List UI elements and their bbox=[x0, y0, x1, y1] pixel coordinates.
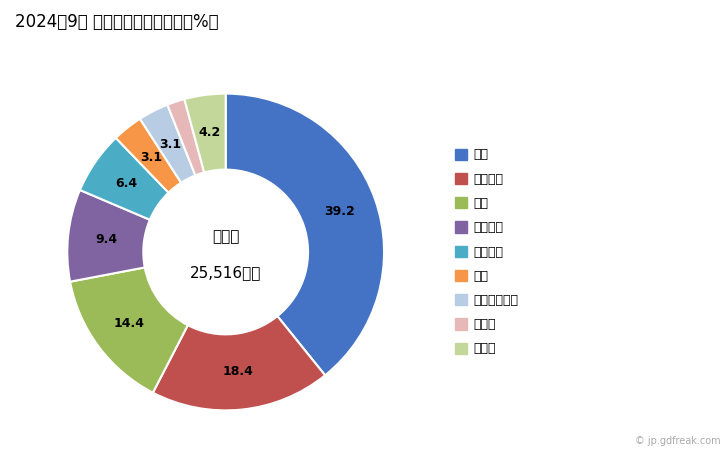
Text: 14.4: 14.4 bbox=[114, 318, 145, 330]
Text: 39.2: 39.2 bbox=[324, 206, 355, 218]
Wedge shape bbox=[70, 267, 188, 393]
Wedge shape bbox=[184, 94, 226, 172]
Text: 総　額: 総 額 bbox=[212, 229, 240, 243]
Text: 9.4: 9.4 bbox=[95, 233, 117, 246]
Wedge shape bbox=[153, 316, 325, 410]
Text: 25,516万円: 25,516万円 bbox=[190, 265, 261, 280]
Wedge shape bbox=[167, 99, 204, 176]
Wedge shape bbox=[226, 94, 384, 375]
Text: © jp.gdfreak.com: © jp.gdfreak.com bbox=[635, 436, 721, 446]
Wedge shape bbox=[80, 138, 169, 220]
Wedge shape bbox=[67, 190, 150, 282]
Text: 4.2: 4.2 bbox=[199, 126, 221, 139]
Wedge shape bbox=[140, 105, 195, 183]
Text: 3.1: 3.1 bbox=[140, 151, 162, 164]
Text: 18.4: 18.4 bbox=[222, 365, 253, 378]
Text: 6.4: 6.4 bbox=[116, 177, 138, 190]
Text: 2024年9月 輸出相手国のシェア（%）: 2024年9月 輸出相手国のシェア（%） bbox=[15, 14, 218, 32]
Legend: 米国, ベトナム, 中国, メキシコ, ブラジル, タイ, インドネシア, インド, その他: 米国, ベトナム, 中国, メキシコ, ブラジル, タイ, インドネシア, イン… bbox=[450, 144, 523, 360]
Text: 3.1: 3.1 bbox=[159, 139, 182, 151]
Wedge shape bbox=[116, 119, 181, 193]
